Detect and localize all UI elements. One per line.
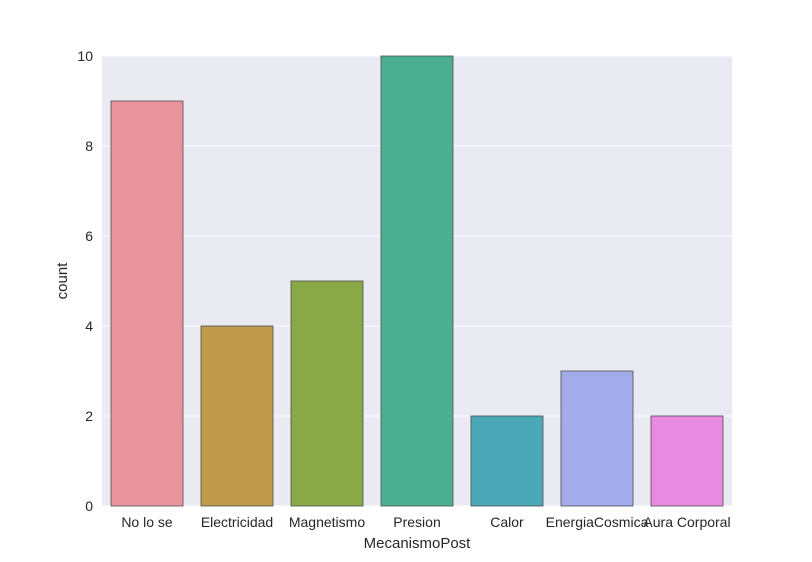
- x-tick-label: EnergiaCosmica: [546, 514, 649, 530]
- x-tick-label: Aura Corporal: [643, 514, 730, 530]
- bar-no-lo-se: [110, 100, 184, 507]
- bar-electricidad: [200, 325, 274, 507]
- y-axis-label: count: [54, 262, 71, 300]
- bars: [110, 55, 724, 507]
- y-tick-label: 2: [85, 408, 93, 424]
- bar-magnetismo: [290, 280, 364, 507]
- bar-aura-corporal: [650, 415, 724, 507]
- x-tick-labels: No lo se Electricidad Magnetismo Presion Cal…: [121, 514, 730, 530]
- x-tick-label: No lo se: [121, 514, 173, 530]
- y-tick-label: 8: [85, 138, 93, 154]
- y-tick-label: 4: [85, 318, 93, 334]
- x-tick-label: Magnetismo: [289, 514, 365, 530]
- x-tick-label: Electricidad: [201, 514, 273, 530]
- x-tick-label: Presion: [393, 514, 440, 530]
- x-tick-label: Calor: [490, 514, 524, 530]
- y-tick-label: 6: [85, 228, 93, 244]
- bar-calor: [470, 415, 544, 507]
- y-tick-label: 10: [77, 48, 93, 64]
- bar-energiacosmica: [560, 370, 634, 507]
- y-tick-label: 0: [85, 498, 93, 514]
- x-axis-label: MecanismoPost: [364, 535, 472, 552]
- bar-presion: [380, 55, 454, 507]
- y-tick-labels: 0 2 4 6 8 10: [77, 48, 93, 514]
